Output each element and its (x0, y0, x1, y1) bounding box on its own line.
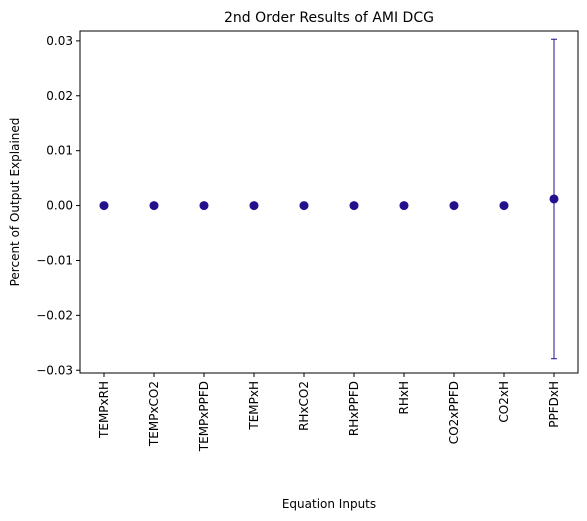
y-tick-label: 0.02 (46, 89, 73, 103)
data-point (449, 201, 459, 211)
x-axis: TEMPxRH TEMPxCO2 TEMPxPPFD TEMPxH RHxCO2 RHxP… (97, 373, 561, 452)
data-point (499, 201, 509, 211)
y-axis-title: Percent of Output Explained (8, 118, 22, 287)
y-tick-label: 0.03 (46, 34, 73, 48)
data-point (149, 201, 159, 211)
plot-frame (79, 30, 579, 374)
x-tick-label: TEMPxPPFD (197, 381, 211, 452)
data-point (99, 201, 109, 211)
x-tick-label: RHxH (397, 381, 411, 415)
y-tick-label: −0.02 (36, 308, 73, 322)
data-point (549, 194, 559, 204)
data-points (99, 194, 559, 211)
y-tick-label: 0.00 (46, 199, 73, 213)
x-tick-label: TEMPxH (247, 381, 261, 431)
y-tick-label: −0.03 (36, 363, 73, 377)
x-axis-title: Equation Inputs (282, 497, 376, 511)
data-point (299, 201, 309, 211)
x-tick-label: CO2xH (497, 381, 511, 423)
chart-title: 2nd Order Results of AMI DCG (224, 10, 434, 26)
data-point (199, 201, 209, 211)
x-tick-label: RHxPPFD (347, 381, 361, 436)
x-tick-label: TEMPxCO2 (147, 381, 161, 447)
x-tick-label: PPFDxH (547, 381, 561, 428)
y-tick-label: 0.01 (46, 144, 73, 158)
x-tick-label: TEMPxRH (97, 381, 111, 439)
data-point (249, 201, 259, 211)
data-point (349, 201, 359, 211)
data-point (399, 201, 409, 211)
y-tick-label: −0.01 (36, 253, 73, 267)
x-tick-label: RHxCO2 (297, 381, 311, 431)
x-tick-label: CO2xPPFD (447, 381, 461, 444)
y-axis: −0.03 −0.02 −0.01 0.00 0.01 0.02 0.03 (36, 34, 80, 377)
